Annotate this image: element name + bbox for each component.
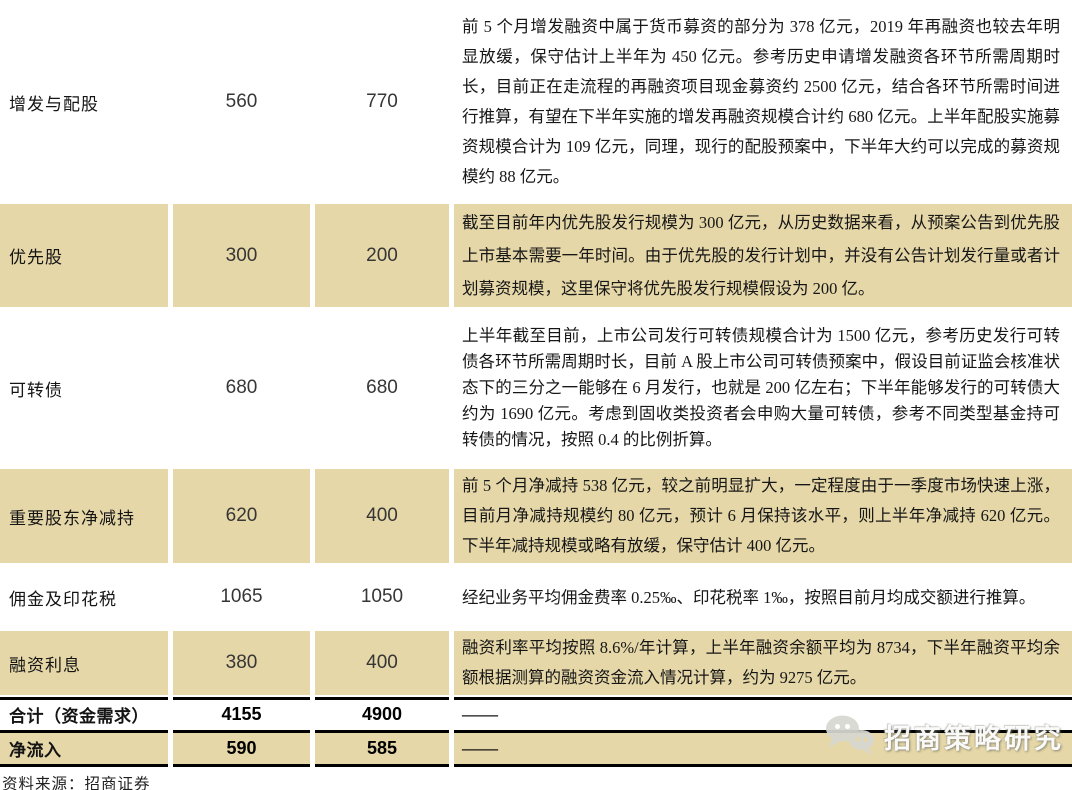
row-value-second-half: 770 (315, 2, 449, 202)
row-value-first-half: 300 (173, 204, 310, 307)
row-label: 可转债 (0, 309, 168, 467)
funding-table: 增发与配股 560 770 前 5 个月增发融资中属于货币募资的部分为 378 亿元，… (0, 2, 1072, 767)
row-note: 上半年截至目前，上市公司发行可转债规模合计为 1500 亿元，参考历史发行可转债… (454, 309, 1072, 467)
table-row: 可转债 680 680 上半年截至目前，上市公司发行可转债规模合计为 1500 亿元，… (0, 309, 1072, 467)
row-note: —— (454, 730, 1072, 767)
row-label: 优先股 (0, 204, 168, 307)
table-row: 融资利息 380 400 融资利率平均按照 8.6%/年计算，上半年融资余额平均为 8… (0, 631, 1072, 695)
row-value-first-half: 1065 (173, 565, 310, 629)
row-note: 前 5 个月增发融资中属于货币募资的部分为 378 亿元，2019 年再融资也较… (454, 2, 1072, 202)
row-note: 前 5 个月净减持 538 亿元，较之前明显扩大，一定程度由于一季度市场快速上涨… (454, 469, 1072, 563)
row-value-first-half: 590 (173, 730, 310, 767)
table-row: 增发与配股 560 770 前 5 个月增发融资中属于货币募资的部分为 378 亿元，… (0, 2, 1072, 202)
row-label: 净流入 (0, 730, 168, 767)
row-value-first-half: 4155 (173, 697, 310, 728)
row-value-second-half: 585 (315, 730, 449, 767)
source-note: 资料来源：招商证券 (2, 776, 151, 790)
row-value-second-half: 200 (315, 204, 449, 307)
row-note: —— (454, 697, 1072, 728)
row-value-first-half: 380 (173, 631, 310, 695)
table-row: 合计（资金需求） 4155 4900 —— (0, 697, 1072, 728)
table-container: 增发与配股 560 770 前 5 个月增发融资中属于货币募资的部分为 378 亿元，… (0, 2, 1072, 767)
row-value-first-half: 620 (173, 469, 310, 563)
row-value-first-half: 680 (173, 309, 310, 467)
row-value-second-half: 680 (315, 309, 449, 467)
row-label: 重要股东净减持 (0, 469, 168, 563)
row-note: 截至目前年内优先股发行规模为 300 亿元，从历史数据来看，从预案公告到优先股上… (454, 204, 1072, 307)
row-label: 佣金及印花税 (0, 565, 168, 629)
row-value-second-half: 400 (315, 631, 449, 695)
row-label: 增发与配股 (0, 2, 168, 202)
row-value-second-half: 400 (315, 469, 449, 563)
row-note: 融资利率平均按照 8.6%/年计算，上半年融资余额平均为 8734，下半年融资平… (454, 631, 1072, 695)
table-row: 净流入 590 585 —— (0, 730, 1072, 767)
row-label: 合计（资金需求） (0, 697, 168, 728)
row-value-second-half: 4900 (315, 697, 449, 728)
table-row: 重要股东净减持 620 400 前 5 个月净减持 538 亿元，较之前明显扩大，一定… (0, 469, 1072, 563)
row-value-first-half: 560 (173, 2, 310, 202)
row-value-second-half: 1050 (315, 565, 449, 629)
row-note: 经纪业务平均佣金费率 0.25‰、印花税率 1‰，按照目前月均成交额进行推算。 (454, 565, 1072, 629)
table-row: 佣金及印花税 1065 1050 经纪业务平均佣金费率 0.25‰、印花税率 1‰，按… (0, 565, 1072, 629)
row-label: 融资利息 (0, 631, 168, 695)
funding-table-body: 增发与配股 560 770 前 5 个月增发融资中属于货币募资的部分为 378 亿元，… (0, 2, 1072, 767)
table-row: 优先股 300 200 截至目前年内优先股发行规模为 300 亿元，从历史数据来看，从… (0, 204, 1072, 307)
